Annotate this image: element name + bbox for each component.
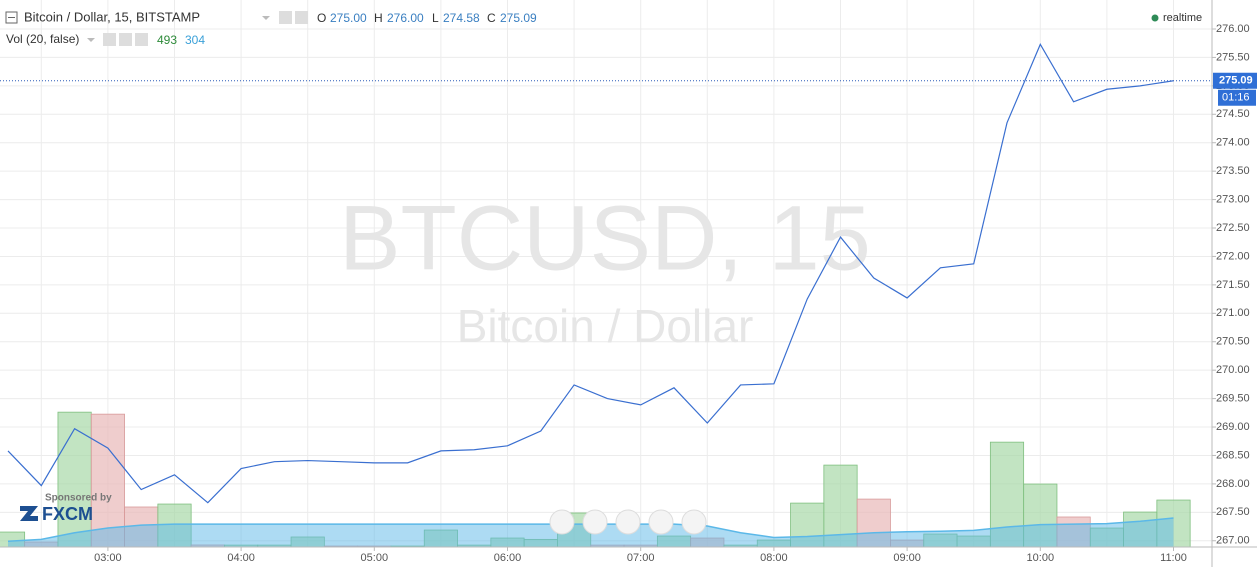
x-tick-label: 04:00 — [227, 552, 255, 564]
y-tick-label: 267.00 — [1216, 535, 1250, 547]
scroll-right-button[interactable] — [681, 509, 707, 535]
y-tick-label: 267.50 — [1216, 506, 1250, 518]
y-tick-label: 268.50 — [1216, 449, 1250, 461]
high-label: H — [374, 11, 383, 25]
scroll-left-button[interactable] — [549, 509, 575, 535]
x-tick-label: 10:00 — [1027, 552, 1055, 564]
y-tick-label: 271.00 — [1216, 307, 1250, 319]
y-tick-label: 275.50 — [1216, 51, 1250, 63]
y-tick-label: 273.00 — [1216, 193, 1250, 205]
zoom-in-button[interactable] — [648, 509, 674, 535]
eye-button[interactable] — [103, 33, 116, 46]
settings-button[interactable] — [295, 11, 308, 24]
x-tick-label: 05:00 — [361, 552, 389, 564]
zoom-out-button[interactable] — [582, 509, 608, 535]
low-value: 274.58 — [443, 11, 480, 25]
x-tick-label: 09:00 — [893, 552, 921, 564]
collapse-icon[interactable] — [5, 11, 18, 24]
y-tick-label: 269.50 — [1216, 392, 1250, 404]
countdown-tag — [1218, 89, 1256, 106]
dropdown-arrow[interactable] — [262, 16, 270, 20]
sponsor-logo-mark — [20, 506, 38, 521]
y-tick-label: 274.50 — [1216, 108, 1250, 120]
y-tick-label: 276.00 — [1216, 23, 1250, 35]
axes: 267.00 267.50 268.00 268.50 269.00 269.50 270.… — [94, 23, 1257, 564]
last-price-label: 275.09 — [1219, 75, 1253, 87]
sponsor-text: Sponsored by — [45, 493, 112, 504]
grid — [0, 0, 1212, 547]
y-tick-label: 271.50 — [1216, 279, 1250, 291]
chart-title[interactable]: Bitcoin / Dollar, 15, BITSTAMP — [24, 9, 200, 24]
volume-bar — [57, 411, 92, 548]
realtime-dot — [1151, 14, 1159, 22]
last-price-tag — [1213, 72, 1257, 89]
y-tick-label: 273.50 — [1216, 165, 1250, 177]
y-tick-label: 269.00 — [1216, 421, 1250, 433]
countdown-label: 01:16 — [1222, 92, 1250, 104]
volume-legend-name[interactable]: Vol (20, false) — [6, 32, 79, 46]
price-pane — [0, 43, 1212, 504]
close-value: 275.09 — [500, 11, 537, 25]
y-tick-label: 270.00 — [1216, 364, 1250, 376]
x-tick-label: 11:00 — [1160, 552, 1187, 564]
reset-button[interactable] — [615, 509, 641, 535]
x-tick-label: 06:00 — [494, 552, 522, 564]
y-tick-label: 268.00 — [1216, 478, 1250, 490]
close-label: C — [487, 11, 496, 25]
x-tick-label: 03:00 — [94, 552, 122, 564]
x-tick-label: 07:00 — [627, 552, 655, 564]
sponsor-brand[interactable]: FXCM — [42, 504, 93, 524]
close-button[interactable] — [135, 33, 148, 46]
low-label: L — [432, 11, 439, 25]
volume-value: 493 — [157, 33, 177, 47]
watermark-description: Bitcoin / Dollar — [457, 300, 754, 352]
navigation-buttons — [549, 509, 707, 535]
dropdown-arrow[interactable] — [87, 38, 95, 42]
y-tick-label: 270.50 — [1216, 336, 1250, 348]
watermark-symbol: BTCUSD, 15 — [339, 187, 871, 289]
y-tick-label: 272.00 — [1216, 250, 1250, 262]
settings-button[interactable] — [119, 33, 132, 46]
price-line — [7, 43, 1174, 504]
volume-ma-value: 304 — [185, 33, 205, 47]
high-value: 276.00 — [387, 11, 424, 25]
y-tick-label: 274.00 — [1216, 137, 1250, 149]
x-tick-label: 08:00 — [760, 552, 788, 564]
realtime-status: realtime — [1163, 12, 1202, 24]
open-label: O — [317, 11, 326, 25]
y-tick-label: 272.50 — [1216, 222, 1250, 234]
eye-button[interactable] — [279, 11, 292, 24]
open-value: 275.00 — [330, 11, 367, 25]
volume-bar — [90, 413, 125, 548]
